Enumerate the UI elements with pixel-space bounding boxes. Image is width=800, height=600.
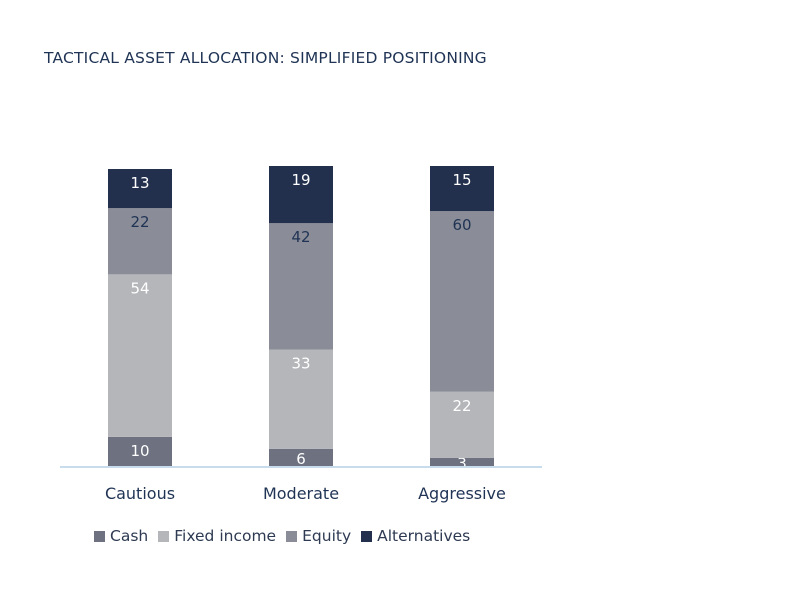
category-label-moderate: Moderate [263,484,339,503]
data-label-cash-moderate: 6 [296,450,306,468]
legend-label-alternatives: Alternatives [377,527,471,545]
bar-segment-alternatives-moderate [269,166,333,224]
data-label-cash-aggressive: 3 [457,454,467,472]
data-label-equity-cautious: 22 [130,213,149,231]
legend-item-alternatives: Alternatives [361,527,470,545]
bar-segment-fixed-income-cautious [108,274,172,437]
bar-segment-fixed-income-aggressive [430,391,494,458]
category-label-aggressive: Aggressive [418,484,506,503]
bar-segment-equity-aggressive [430,211,494,392]
legend-swatch-equity [286,530,298,542]
legend-item-equity: Equity [286,527,351,545]
data-label-alternatives-aggressive: 15 [452,171,471,189]
legend-swatch-fixed-income [158,530,170,542]
legend-label-cash: Cash [110,527,149,545]
legend-item-cash: Cash [94,527,148,545]
data-label-alternatives-moderate: 19 [291,171,310,189]
legend-label-equity: Equity [302,527,352,545]
data-label-fixed-income-aggressive: 22 [452,397,471,415]
data-label-equity-aggressive: 60 [452,216,471,234]
data-label-equity-moderate: 42 [291,228,310,246]
legend-swatch-alternatives [361,530,373,542]
bar-segment-alternatives-cautious [108,169,172,209]
data-label-fixed-income-moderate: 33 [291,355,310,373]
category-label-cautious: Cautious [105,484,175,503]
bar-segment-alternatives-aggressive [430,166,494,212]
chart-legend: Cash Fixed income Equity Alternatives [94,527,470,545]
bar-segment-cash-cautious [108,436,172,467]
legend-label-fixed-income: Fixed income [174,527,277,545]
bar-segment-fixed-income-moderate [269,349,333,449]
chart-title: TACTICAL ASSET ALLOCATION: SIMPLIFIED PO… [44,49,487,67]
bar-segment-equity-moderate [269,223,333,350]
legend-item-fixed-income: Fixed income [158,527,276,545]
bar-segment-equity-cautious [108,208,172,275]
bar-segment-cash-aggressive [430,457,494,467]
data-label-alternatives-cautious: 13 [130,174,149,192]
legend-swatch-cash [94,530,105,542]
data-label-cash-cautious: 10 [130,442,149,460]
bar-segment-cash-moderate [269,448,333,467]
data-label-fixed-income-cautious: 54 [130,279,149,297]
